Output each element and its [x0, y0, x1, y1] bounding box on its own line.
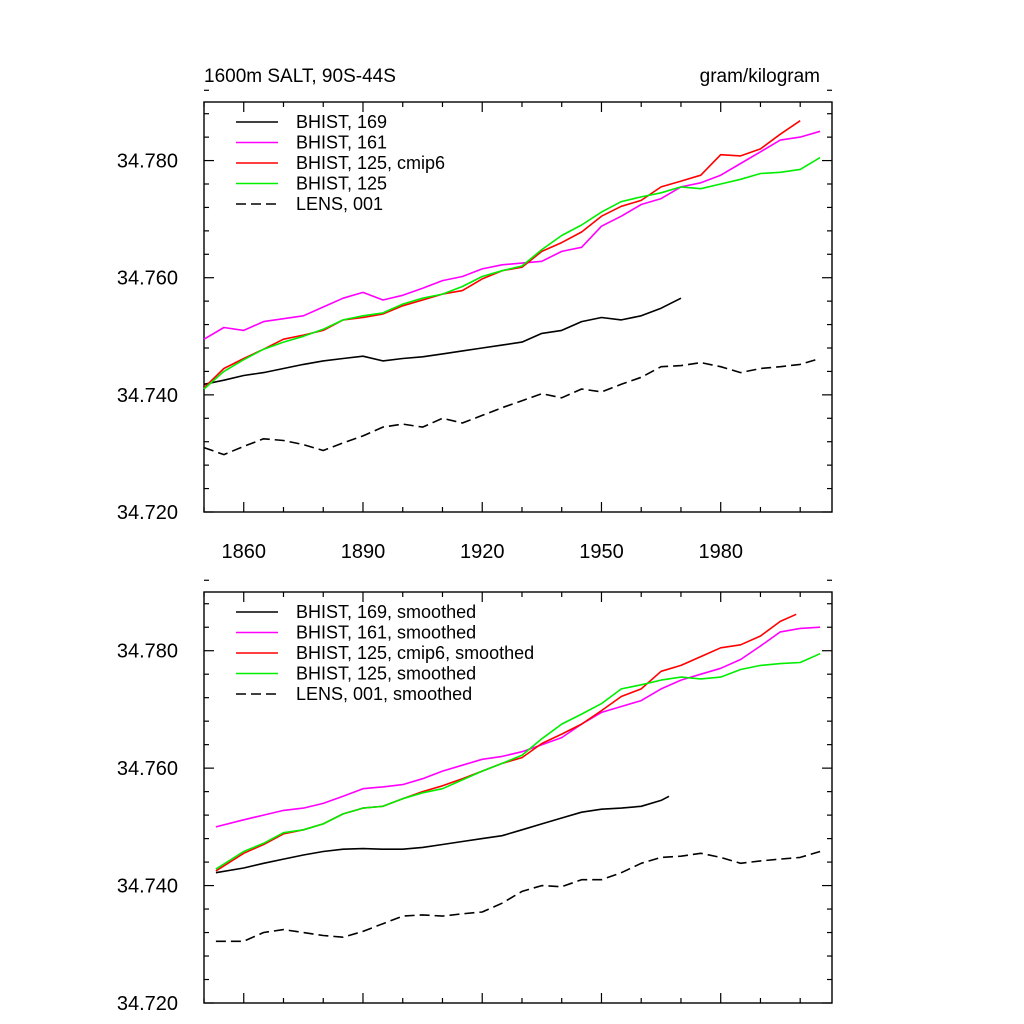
y-tick-label: 34.760 — [117, 758, 178, 780]
series-line — [203, 156, 821, 390]
panel-units: gram/kilogram — [700, 66, 820, 87]
legend-label: BHIST, 125, cmip6, smoothed — [296, 643, 534, 663]
series-line — [215, 850, 821, 943]
legend-label: BHIST, 125, cmip6 — [296, 153, 445, 173]
series-line — [203, 120, 801, 389]
y-tick-label: 34.740 — [117, 876, 178, 898]
legend-label: BHIST, 169 — [296, 112, 387, 132]
series-line — [203, 297, 682, 386]
x-tick-label: 1950 — [579, 541, 624, 563]
series-line — [203, 130, 821, 340]
legend-label: BHIST, 125, smoothed — [296, 664, 476, 684]
bottom-panel: 34.720 34.740 34.760 34.780 BHIST, 169, smoo… — [117, 579, 833, 1015]
x-tick-label: 1980 — [698, 541, 743, 563]
series-line — [203, 357, 821, 456]
panel-title: 1600m SALT, 90S-44S — [204, 66, 396, 87]
series-line — [215, 795, 670, 874]
legend-label: BHIST, 161 — [296, 133, 387, 153]
x-tick-label: 1890 — [341, 541, 386, 563]
legend-label: BHIST, 169, smoothed — [296, 602, 476, 622]
x-tick-label: 1860 — [221, 541, 266, 563]
y-tick-label: 34.720 — [117, 993, 178, 1015]
series-line — [215, 652, 821, 870]
legend-label: BHIST, 161, smoothed — [296, 623, 476, 643]
y-tick-label: 34.780 — [117, 151, 178, 173]
y-tick-label: 34.740 — [117, 385, 178, 407]
plot-frame — [203, 101, 833, 513]
y-tick-label: 34.760 — [117, 268, 178, 290]
y-tick-label: 34.780 — [117, 641, 178, 663]
legend-label: LENS, 001 — [296, 194, 383, 214]
x-tick-label: 1920 — [460, 541, 505, 563]
y-tick-label: 34.720 — [117, 502, 178, 524]
top-panel: 1860 1890 1920 1950 1980 34.720 34.740 34.760 34… — [117, 89, 833, 563]
legend-label: LENS, 001, smoothed — [296, 684, 472, 704]
legend-label: BHIST, 125 — [296, 174, 387, 194]
series-line — [215, 626, 821, 828]
plot-frame — [203, 591, 833, 1004]
